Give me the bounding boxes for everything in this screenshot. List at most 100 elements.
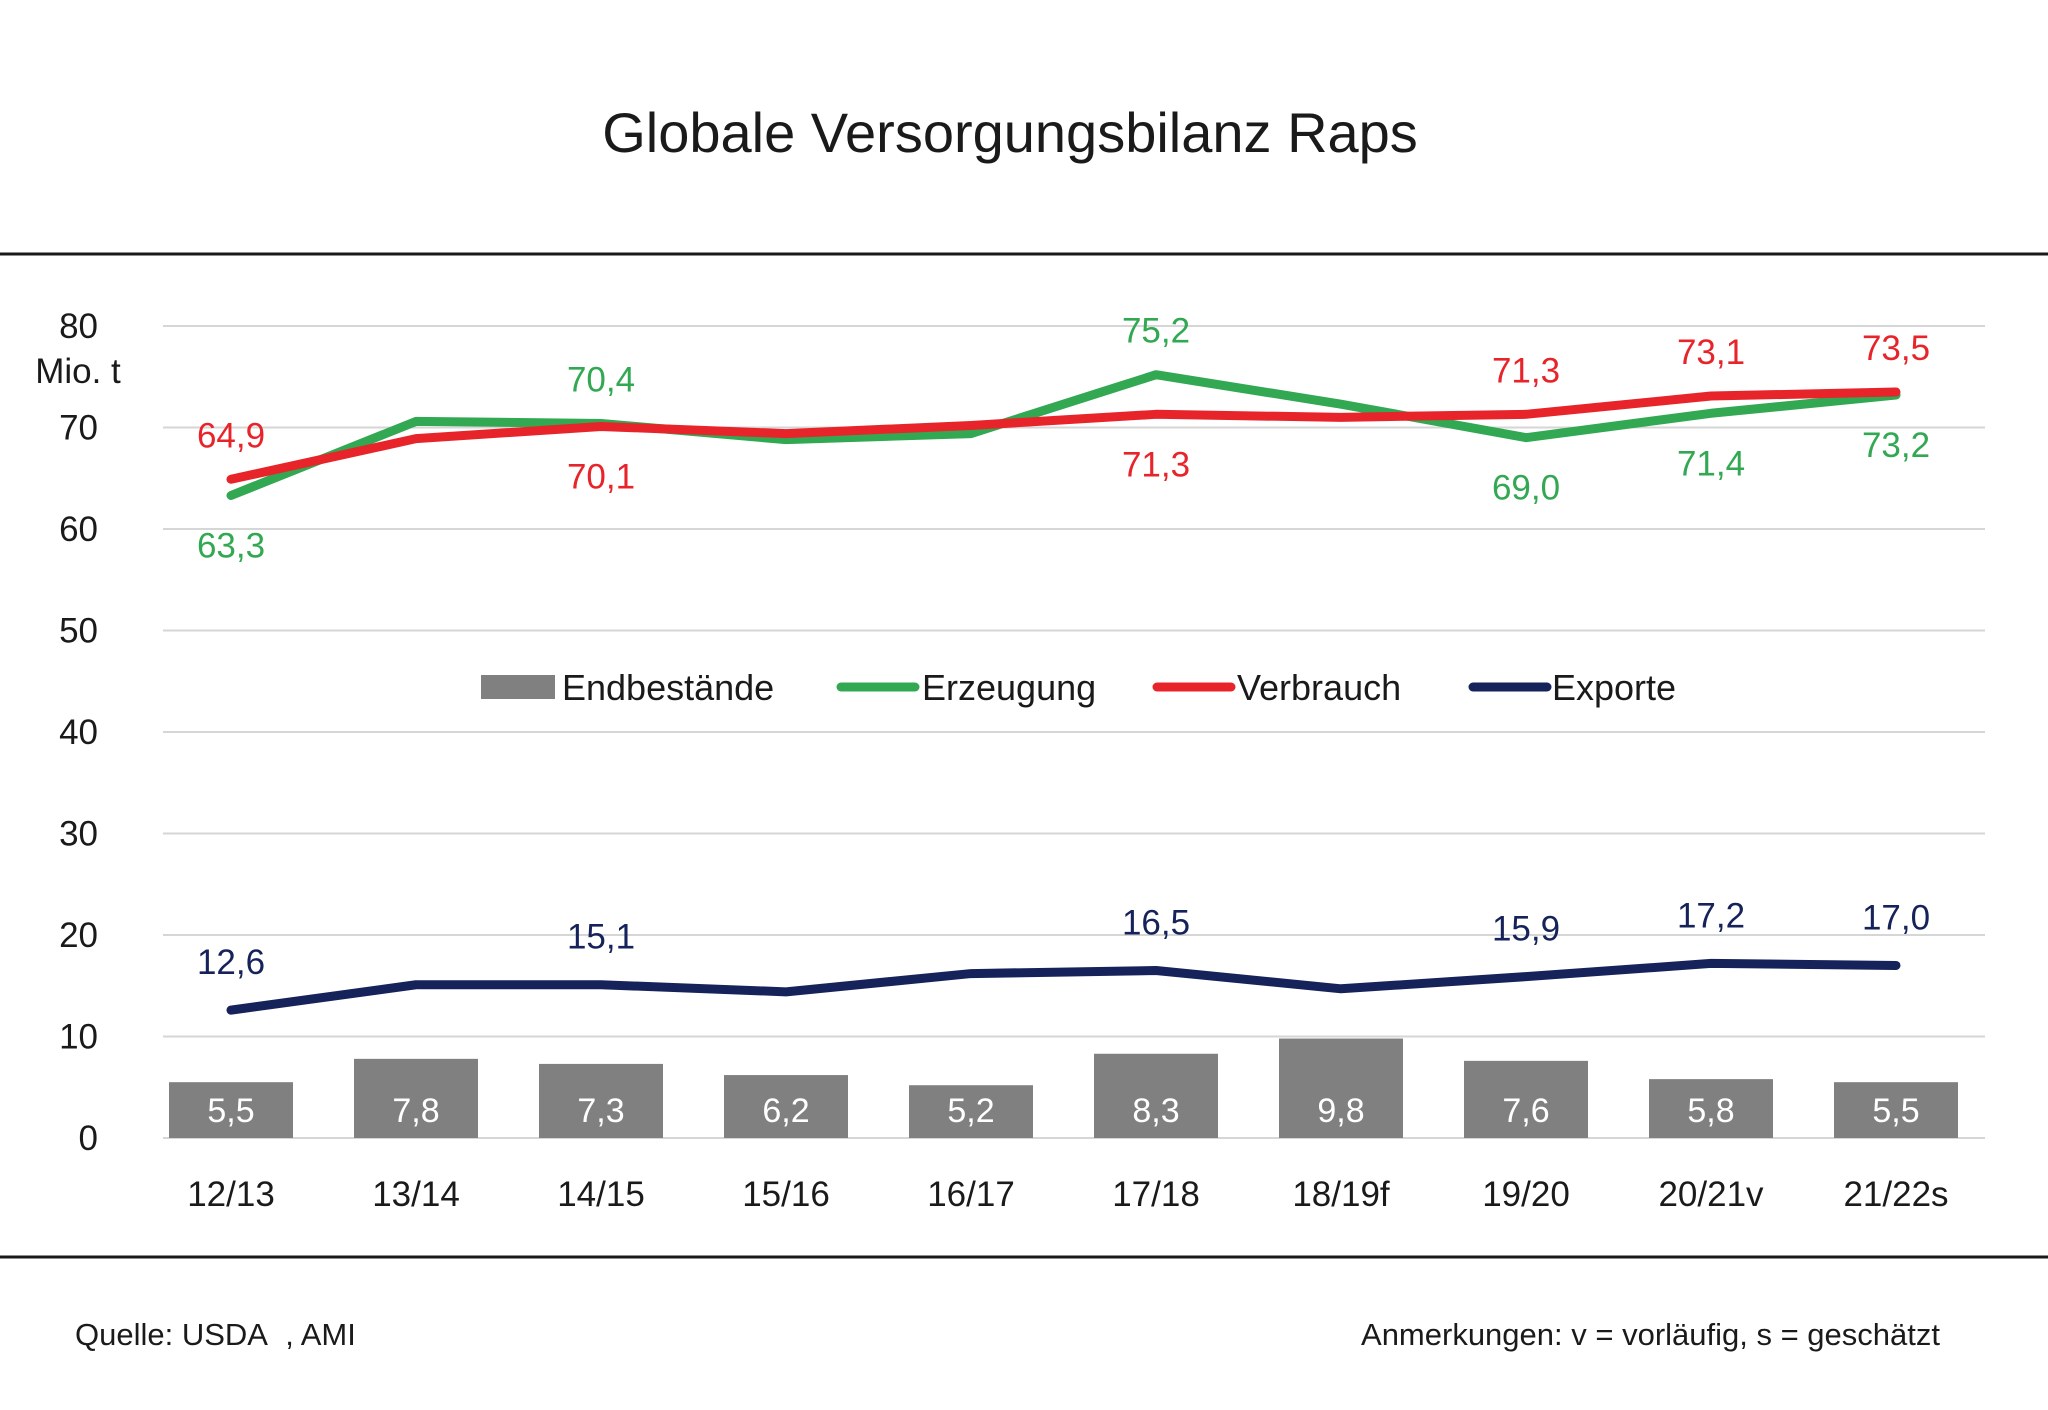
bar-endbestaende [1279,1038,1403,1138]
bar-endbestaende [1649,1079,1773,1138]
data-label-erzeugung: 63,3 [197,527,265,566]
point-verbrauch [1895,390,1897,393]
y-tick-label: 10 [59,1018,98,1057]
point-erzeugung [1710,412,1712,415]
line-verbrauch [226,387,1901,484]
x-tick-label: 20/21v [1658,1175,1764,1214]
bar-endbestaende [1464,1060,1588,1138]
bar-value-label: 6,2 [762,1092,809,1130]
point-exporte [1155,969,1157,972]
legend-label-exporte: Exporte [1552,667,1676,708]
data-label-erzeugung: 73,2 [1862,426,1930,465]
point-exporte [970,972,972,975]
bar-value-label: 5,5 [1872,1092,1919,1130]
point-erzeugung [230,494,232,497]
point-verbrauch [600,425,602,428]
y-tick-label: 60 [59,510,98,549]
x-tick-label: 13/14 [372,1175,460,1214]
bars-endbestaende [169,1038,1958,1138]
y-tick-label: 20 [59,916,98,955]
x-tick-label: 19/20 [1482,1175,1570,1214]
point-erzeugung [1525,436,1527,439]
data-label-exporte: 17,0 [1862,898,1930,937]
bar-value-label: 9,8 [1317,1092,1364,1130]
data-label-verbrauch: 64,9 [197,416,265,455]
y-tick-label: 30 [59,815,98,854]
bar-value-label: 8,3 [1132,1092,1179,1130]
bar-value-label: 5,8 [1687,1092,1734,1130]
bar-endbestaende [169,1082,293,1138]
bar-endbestaende [539,1063,663,1138]
data-label-exporte: 15,9 [1492,910,1560,949]
data-label-erzeugung: 75,2 [1122,312,1190,351]
source-note: Quelle: USDA , AMI [75,1317,356,1352]
data-label-erzeugung: 69,0 [1492,469,1560,508]
legend-swatch-endbestaende [481,675,555,699]
line-erzeugung [226,370,1901,501]
bar-value-label: 5,2 [947,1092,994,1130]
legend: Endbestände Erzeugung Verbrauch Exporte [481,667,1676,708]
point-exporte [600,983,602,986]
x-tick-label: 14/15 [557,1175,645,1214]
point-verbrauch [970,424,972,427]
point-exporte [1710,962,1712,965]
chart-title: Globale Versorgungsbilanz Raps [602,101,1418,164]
data-label-verbrauch: 71,3 [1122,445,1190,484]
x-tick-label: 17/18 [1112,1175,1200,1214]
x-tick-label: 15/16 [742,1175,830,1214]
data-label-erzeugung: 71,4 [1677,444,1745,483]
y-tick-label: 0 [79,1119,98,1158]
point-exporte [230,1009,232,1012]
point-verbrauch [785,432,787,435]
data-labels: 5,5 7,8 7,3 6,2 5,2 8,3 9,8 7,6 5,8 5,5 63,3 70,4 75… [197,312,1930,1130]
point-erzeugung [970,432,972,435]
point-verbrauch [1710,395,1712,398]
y-tick-label: 80 [59,307,98,346]
lines [226,370,1901,1015]
data-label-verbrauch: 73,1 [1677,333,1745,372]
point-exporte [1895,964,1897,967]
annotation-note: Anmerkungen: v = vorläufig, s = geschätz… [1361,1317,1940,1352]
point-erzeugung [1340,403,1342,406]
point-verbrauch [415,437,417,440]
line-exporte [226,958,1901,1015]
y-tick-label: 50 [59,612,98,651]
bar-endbestaende [354,1058,478,1138]
point-erzeugung [785,438,787,441]
x-tick-label: 12/13 [187,1175,275,1214]
point-verbrauch [1340,416,1342,419]
bar-value-label: 5,5 [207,1092,254,1130]
legend-label-endbestaende: Endbestände [562,667,774,708]
data-label-verbrauch: 71,3 [1492,351,1560,390]
y-tick-label: 70 [59,409,98,448]
bar-endbestaende [1094,1053,1218,1138]
data-label-exporte: 12,6 [197,943,265,982]
bar-endbestaende [1834,1082,1958,1138]
data-label-exporte: 16,5 [1122,904,1190,943]
x-tick-label: 16/17 [927,1175,1015,1214]
point-erzeugung [415,420,417,423]
y-axis-ticks: 0 10 20 30 40 50 60 70 80 [59,307,98,1158]
x-axis-ticks: 12/13 13/14 14/15 15/16 16/17 17/18 18/19f 19/2… [187,1175,1948,1214]
point-verbrauch [1155,413,1157,416]
legend-label-verbrauch: Verbrauch [1237,667,1401,708]
bar-value-label: 7,8 [392,1092,439,1130]
x-tick-label: 18/19f [1292,1175,1390,1214]
point-verbrauch [1525,413,1527,416]
point-exporte [415,983,417,986]
bar-endbestaende [909,1085,1033,1138]
legend-label-erzeugung: Erzeugung [922,667,1096,708]
y-tick-label: 40 [59,713,98,752]
point-exporte [1525,975,1527,978]
y-axis-unit-label: Mio. t [35,352,121,391]
data-label-erzeugung: 70,4 [567,360,635,399]
bar-value-label: 7,3 [577,1092,624,1130]
data-label-exporte: 15,1 [567,918,635,957]
data-label-exporte: 17,2 [1677,896,1745,935]
point-exporte [785,990,787,993]
bar-endbestaende [724,1075,848,1138]
point-exporte [1340,987,1342,990]
data-label-verbrauch: 73,5 [1862,329,1930,368]
x-tick-label: 21/22s [1843,1175,1948,1214]
